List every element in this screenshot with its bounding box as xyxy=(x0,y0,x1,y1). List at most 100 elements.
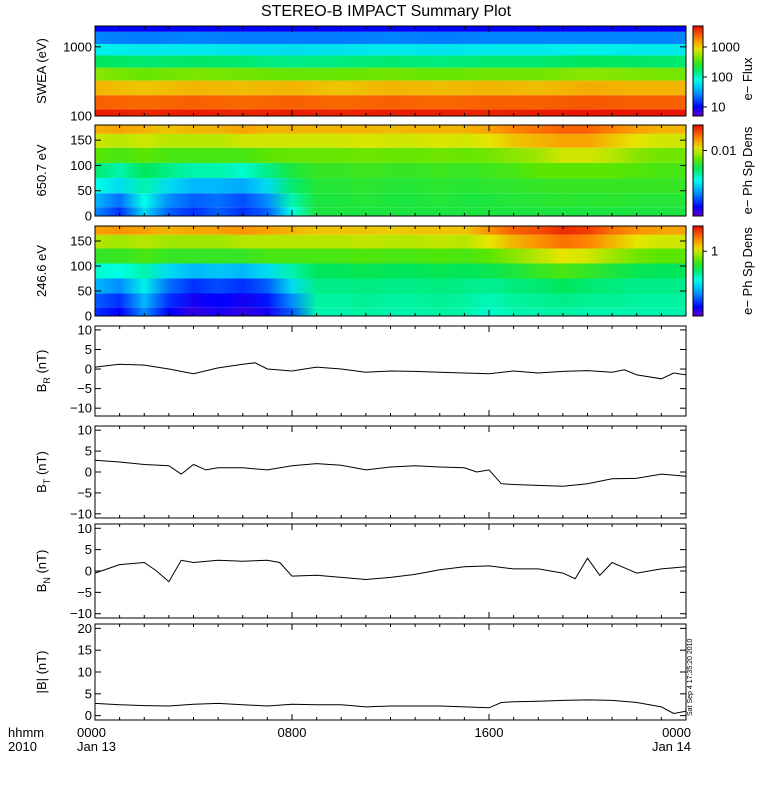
heatmap-row xyxy=(95,263,686,279)
colorbar-scale xyxy=(692,25,704,117)
y-tick-label: 5 xyxy=(85,342,92,357)
heatmap-row xyxy=(95,67,686,81)
series-line xyxy=(94,362,687,380)
y-tick-label: 0 xyxy=(85,362,92,377)
heatmap-row xyxy=(95,307,686,316)
y-tick-label: −10 xyxy=(70,401,92,416)
heatmap-row xyxy=(95,293,686,308)
heatmap-row xyxy=(95,31,686,44)
y-tick-label: 0 xyxy=(85,309,92,324)
panel-2: 0.01 e− Ph Sp Dens 0 50 100 150 650.7 eV xyxy=(34,124,755,224)
y-tick-label: 5 xyxy=(85,542,92,557)
heatmap-row xyxy=(95,278,686,294)
y-tick-label: 0 xyxy=(85,209,92,224)
y-tick-label: −10 xyxy=(70,506,92,521)
y-tick-label: 1000 xyxy=(63,39,92,54)
colorbar: 0.01 e− Ph Sp Dens xyxy=(692,124,755,217)
y-axis-label: BN (nT) xyxy=(34,550,52,593)
x-axis-prefix-top: hhmm xyxy=(8,725,44,740)
colorbar-tick-label: 1 xyxy=(711,244,718,259)
y-tick-label: 100 xyxy=(70,158,92,173)
y-tick-label: 100 xyxy=(70,259,92,274)
panel-7: 0 5 10 15 20 |B| (nT) xyxy=(34,621,687,723)
plot-title: STEREO-B IMPACT Summary Plot xyxy=(261,3,512,20)
colorbar-tick-label: 0.01 xyxy=(711,143,736,158)
colorbar: 1 e− Ph Sp Dens xyxy=(692,225,755,317)
heatmap-row xyxy=(95,55,686,68)
heatmap-cells xyxy=(95,226,686,316)
y-tick-label: 5 xyxy=(85,444,92,459)
y-tick-label: 10 xyxy=(78,521,92,536)
y-tick-label: 150 xyxy=(70,133,92,148)
heatmap-row xyxy=(95,248,686,264)
y-tick-label: 10 xyxy=(78,423,92,438)
panel-frame xyxy=(94,523,687,619)
heatmap-cells xyxy=(95,26,686,116)
y-tick-label: 150 xyxy=(70,234,92,249)
x-tick-label: 0800 xyxy=(278,725,307,740)
y-tick-label: −10 xyxy=(70,606,92,621)
y-tick-label: 10 xyxy=(78,665,92,680)
series-line xyxy=(94,557,687,583)
y-tick-label: 0 xyxy=(85,564,92,579)
y-tick-label: 10 xyxy=(78,322,92,337)
heatmap-row xyxy=(95,80,686,96)
y-axis-label: BR (nT) xyxy=(34,350,52,393)
y-tick-label: 100 xyxy=(70,109,92,124)
y-tick-label: 0 xyxy=(85,465,92,480)
x-tick-label: 0000 xyxy=(662,725,691,740)
y-tick-label: 50 xyxy=(78,284,92,299)
y-tick-label: −5 xyxy=(77,485,92,500)
colorbar-tick-label: 1000 xyxy=(711,39,740,54)
y-tick-label: 15 xyxy=(78,643,92,658)
heatmap-cells xyxy=(95,125,686,216)
y-tick-label: 20 xyxy=(78,621,92,636)
heatmap-row xyxy=(95,43,686,56)
y-tick-label: 50 xyxy=(78,183,92,198)
panel-6: −10 −5 0 5 10 BN (nT) xyxy=(34,521,687,621)
heatmap-row xyxy=(95,207,686,216)
heatmap-row xyxy=(95,193,686,208)
y-axis-label: SWEA (eV) xyxy=(34,38,49,104)
panel-4: −10 −5 0 5 10 BR (nT) xyxy=(34,322,687,417)
y-axis-label: 246.6 eV xyxy=(34,245,49,297)
panel-5: −10 −5 0 5 10 BT (nT) xyxy=(34,423,687,521)
y-axis-label: BT (nT) xyxy=(34,451,52,493)
heatmap-row xyxy=(95,226,686,235)
heatmap-row xyxy=(95,125,686,134)
y-tick-label: 5 xyxy=(85,686,92,701)
colorbar-tick-label: 100 xyxy=(711,69,733,84)
x-tick-label: 0000 xyxy=(77,725,106,740)
colorbar-scale xyxy=(692,225,704,317)
heatmap-row xyxy=(95,109,686,116)
timestamp: Sat Sep 4 17:35:20 2010 xyxy=(687,638,694,716)
y-axis-label: |B| (nT) xyxy=(34,651,49,694)
heatmap-row xyxy=(95,178,686,194)
colorbar-scale xyxy=(692,124,704,217)
heatmap-row xyxy=(95,234,686,249)
heatmap-row xyxy=(95,147,686,163)
series-line xyxy=(94,699,687,715)
colorbar-tick-label: 10 xyxy=(711,99,725,114)
y-axis-label: 650.7 eV xyxy=(34,144,49,196)
heatmap-row xyxy=(95,133,686,148)
colorbar-label: e− Flux xyxy=(740,57,755,100)
x-tick-label: 1600 xyxy=(475,725,504,740)
x-date-label: Jan 14 xyxy=(652,739,691,754)
colorbar-label: e− Ph Sp Dens xyxy=(740,126,755,214)
y-tick-label: −5 xyxy=(77,585,92,600)
x-axis-prefix-bottom: 2010 xyxy=(8,739,37,754)
y-tick-label: 0 xyxy=(85,708,92,723)
heatmap-row xyxy=(95,95,686,110)
panel-3: 1 e− Ph Sp Dens 0 50 100 150 246.6 eV xyxy=(34,225,755,324)
y-tick-label: −5 xyxy=(77,381,92,396)
series-line xyxy=(94,459,687,487)
x-date-label: Jan 13 xyxy=(77,739,116,754)
heatmap-row xyxy=(95,162,686,179)
